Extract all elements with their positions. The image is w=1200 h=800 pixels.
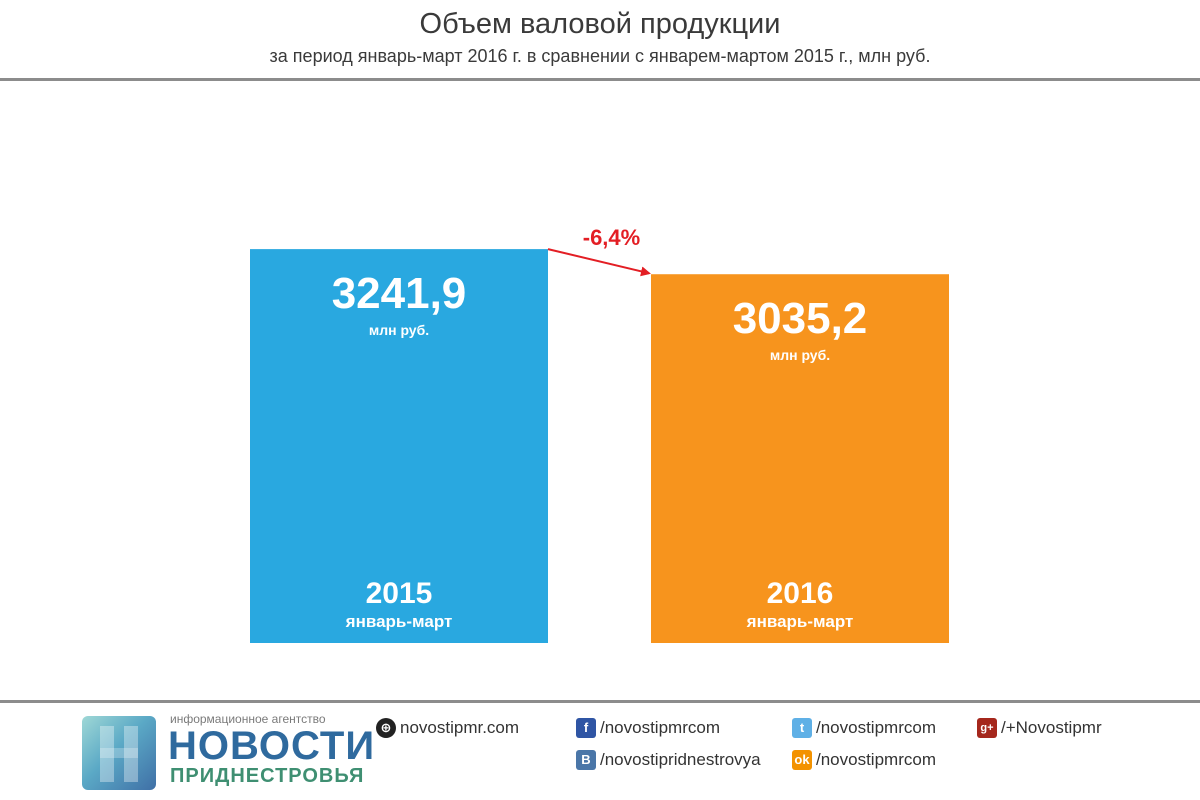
bar-period-label: январь-март bbox=[345, 612, 453, 631]
bottom-divider bbox=[0, 700, 1200, 703]
googleplus-link-text: /+Novostipmr bbox=[1001, 718, 1102, 737]
site-link-text: novostipmr.com bbox=[400, 718, 520, 737]
twitter-link-text: /novostipmrcom bbox=[816, 718, 936, 737]
vk-link-text: /novostipridnestrovya bbox=[600, 750, 761, 769]
chart-subtitle: за период январь-март 2016 г. в сравнени… bbox=[269, 46, 931, 66]
vk-link[interactable]: В /novostipridnestrovya bbox=[576, 750, 761, 770]
facebook-icon: f bbox=[576, 718, 596, 738]
bar-period-label: январь-март bbox=[746, 612, 854, 631]
vk-icon: В bbox=[576, 750, 596, 770]
bar-chart: 3241,9 млн руб. 2015 январь-март 3035,2 млн р… bbox=[250, 225, 949, 644]
facebook-link[interactable]: f /novostipmrcom bbox=[576, 718, 720, 738]
agency-caption: информационное агентство bbox=[170, 712, 326, 726]
twitter-link[interactable]: t /novostipmrcom bbox=[792, 718, 936, 738]
odnoklassniki-link-text: /novostipmrcom bbox=[816, 750, 936, 769]
globe-icon: ⊕ bbox=[376, 718, 396, 738]
top-divider bbox=[0, 78, 1200, 81]
google-plus-icon: g+ bbox=[977, 718, 997, 738]
bar-unit-label: млн руб. bbox=[770, 347, 830, 363]
bar-value-label: 3241,9 bbox=[332, 269, 467, 318]
odnoklassniki-icon: ok bbox=[792, 750, 812, 770]
change-arrow bbox=[547, 248, 651, 277]
agency-logo bbox=[82, 716, 156, 790]
brand-name: НОВОСТИ bbox=[168, 724, 376, 768]
twitter-icon: t bbox=[792, 718, 812, 738]
change-label: -6,4% bbox=[583, 225, 640, 250]
bar-2016 bbox=[651, 274, 949, 643]
brand-subtitle: ПРИДНЕСТРОВЬЯ bbox=[170, 765, 365, 787]
odnoklassniki-link[interactable]: ok /novostipmrcom bbox=[792, 750, 936, 770]
bar-value-label: 3035,2 bbox=[733, 294, 868, 343]
bar-unit-label: млн руб. bbox=[369, 322, 429, 338]
bar-2015 bbox=[250, 249, 548, 644]
chart-title: Объем валовой продукции bbox=[419, 8, 781, 40]
googleplus-link[interactable]: g+ /+Novostipmr bbox=[977, 718, 1102, 738]
bar-category-label: 2015 bbox=[366, 577, 433, 610]
site-link[interactable]: ⊕ novostipmr.com bbox=[376, 718, 519, 738]
bar-category-label: 2016 bbox=[767, 577, 834, 610]
facebook-link-text: /novostipmrcom bbox=[600, 718, 720, 737]
